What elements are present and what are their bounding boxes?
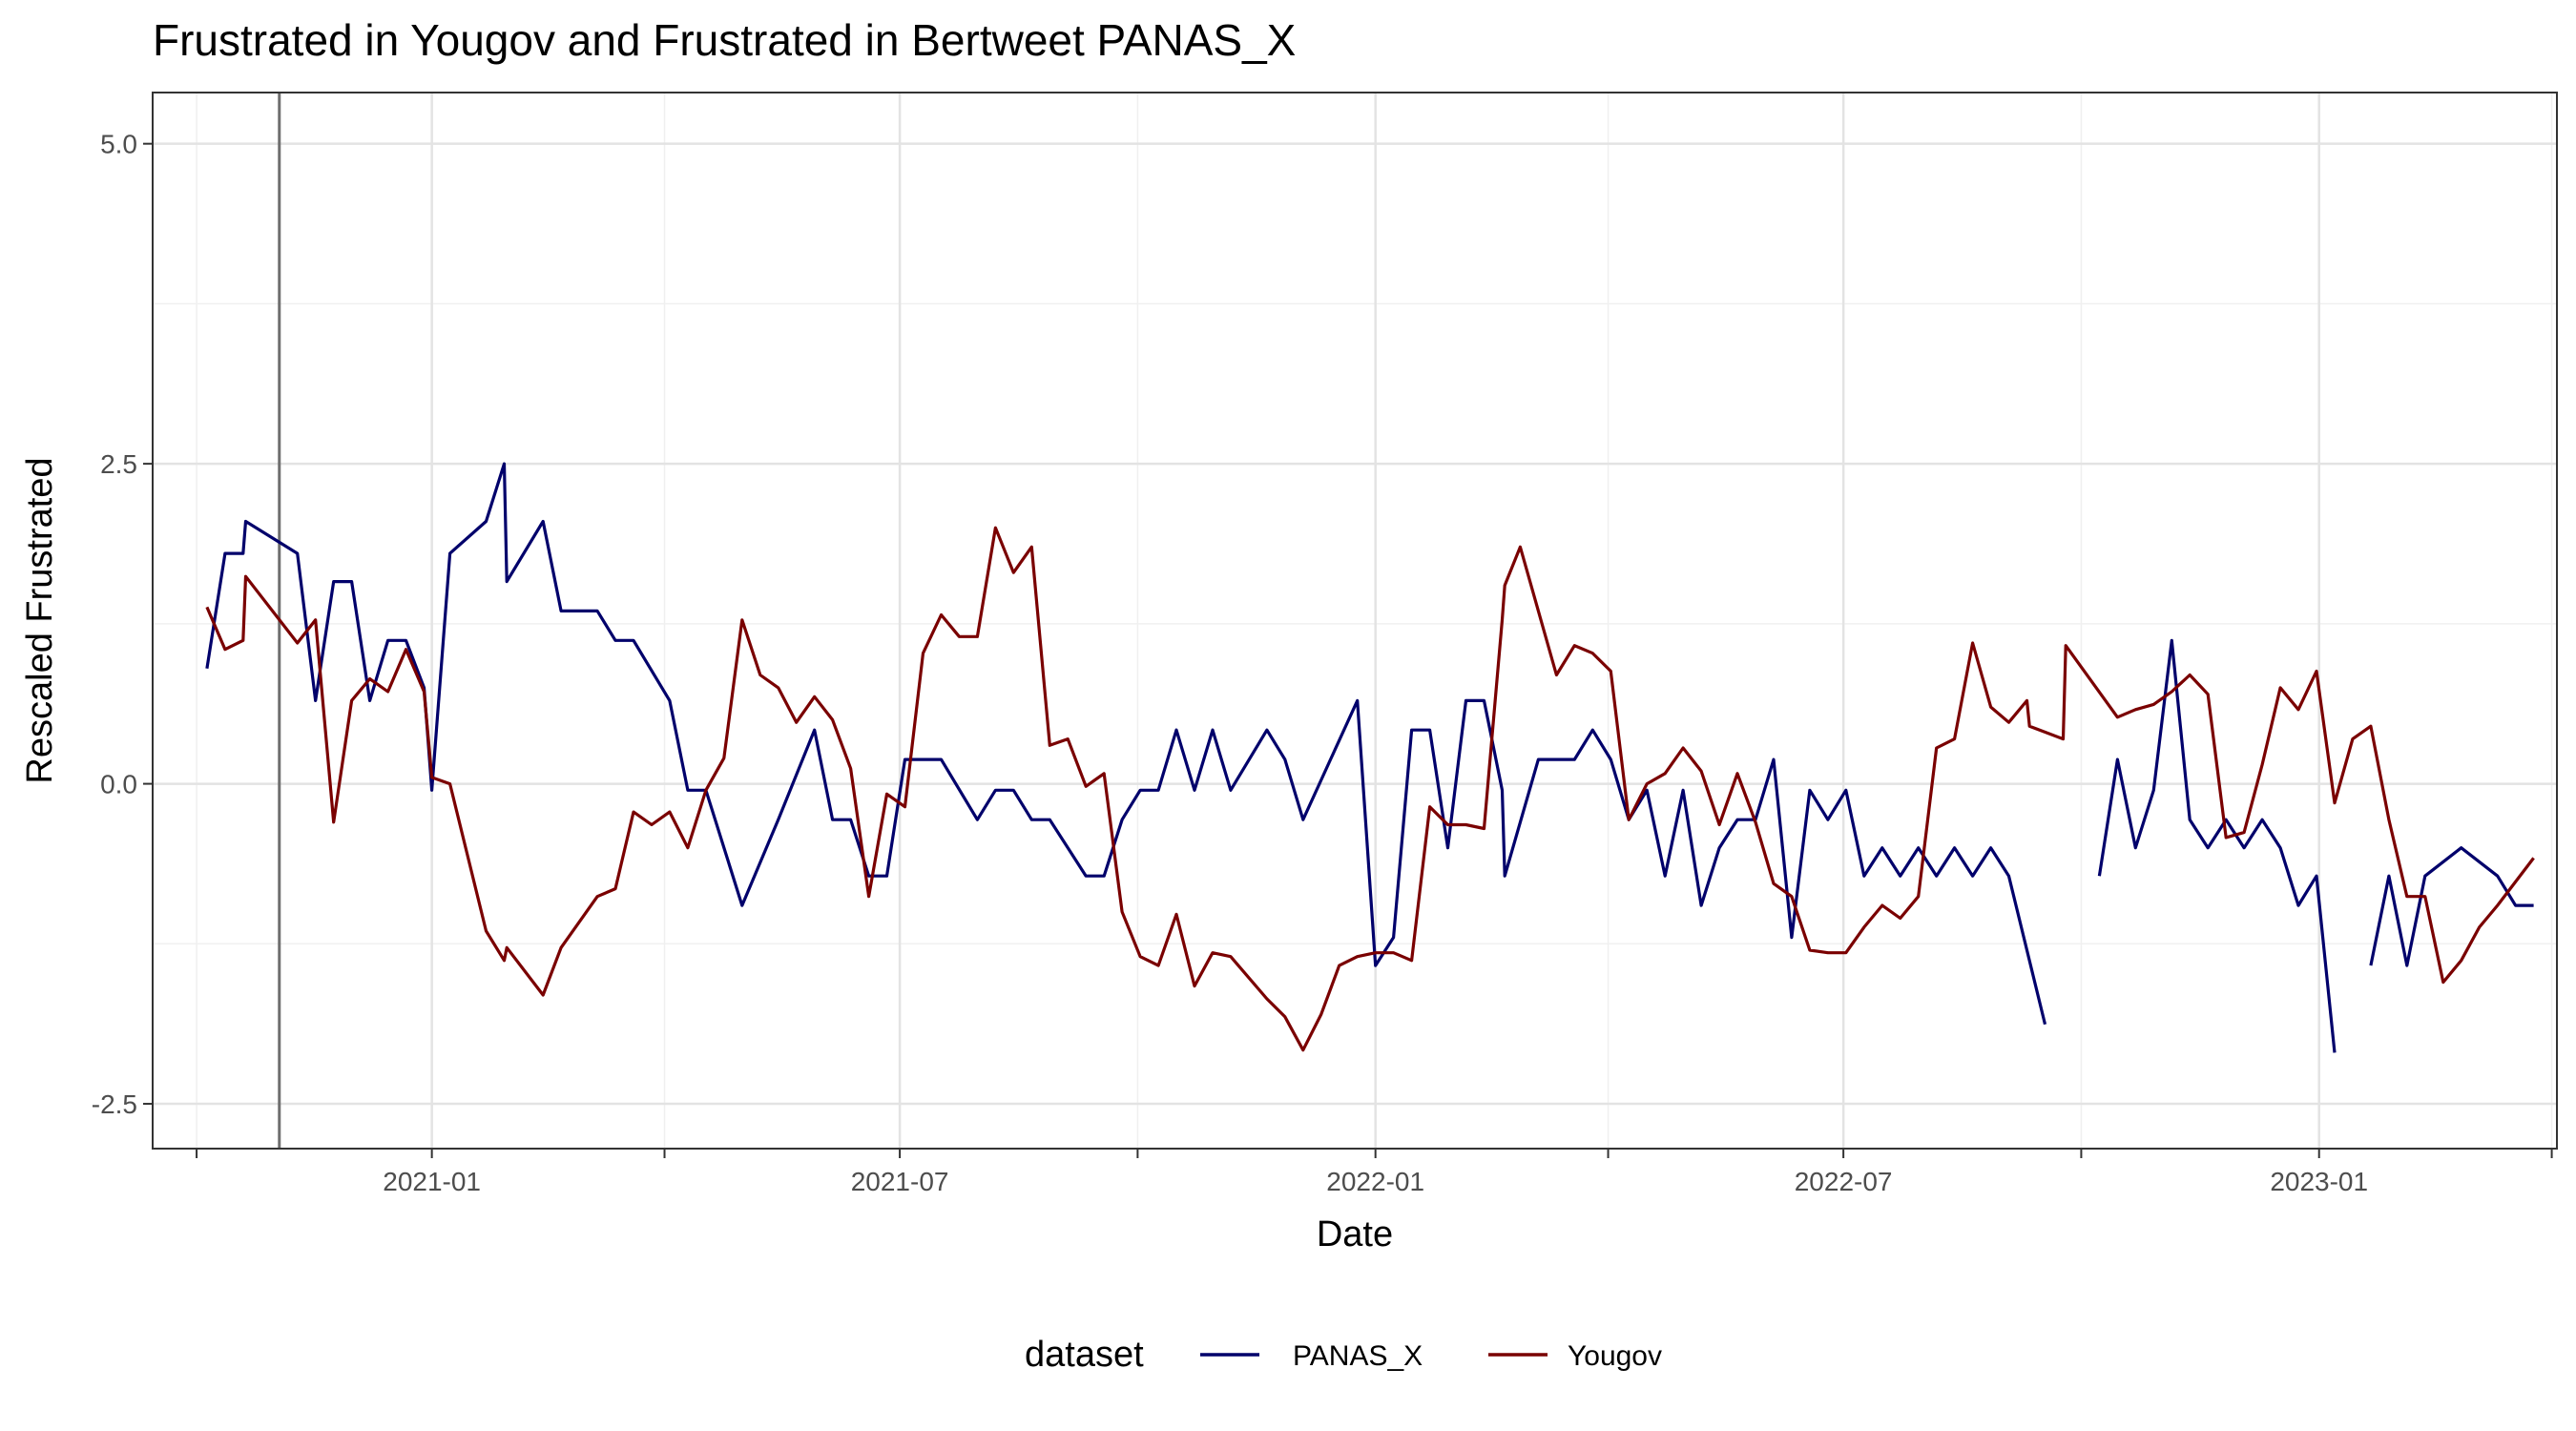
series-line-panas-x (205, 462, 2047, 1026)
x-tick-label: 2022-07 (1795, 1167, 1893, 1196)
series-line-panas-x (2097, 638, 2337, 1053)
x-axis: 2021-01 2021-07 2022-01 2022-07 2023-01 (196, 1149, 2553, 1196)
y-tick-label: 0.0 (100, 770, 137, 799)
legend-title: dataset (1025, 1335, 1144, 1375)
y-axis: -2.5 0.0 2.5 5.0 (92, 130, 153, 1119)
series-line-panas-x (2369, 846, 2534, 967)
chart-title: Frustrated in Yougov and Frustrated in B… (153, 15, 1296, 65)
y-axis-title: Rescaled Frustrated (20, 457, 60, 783)
legend: dataset PANAS_X Yougov (1025, 1335, 1662, 1375)
x-tick-label: 2021-01 (383, 1167, 481, 1196)
series-layer (205, 462, 2535, 1053)
grid-lines (153, 93, 2557, 1149)
legend-label: PANAS_X (1293, 1340, 1423, 1372)
legend-label: Yougov (1568, 1340, 1662, 1372)
y-tick-label: 2.5 (100, 449, 137, 479)
x-tick-label: 2023-01 (2270, 1167, 2368, 1196)
series-line-yougov (205, 526, 2535, 1052)
y-tick-label: 5.0 (100, 130, 137, 159)
x-tick-label: 2022-01 (1326, 1167, 1424, 1196)
x-tick-label: 2021-07 (851, 1167, 949, 1196)
y-tick-label: -2.5 (92, 1089, 137, 1119)
x-axis-title: Date (1317, 1214, 1393, 1255)
plot-panel-border (152, 92, 2558, 1150)
